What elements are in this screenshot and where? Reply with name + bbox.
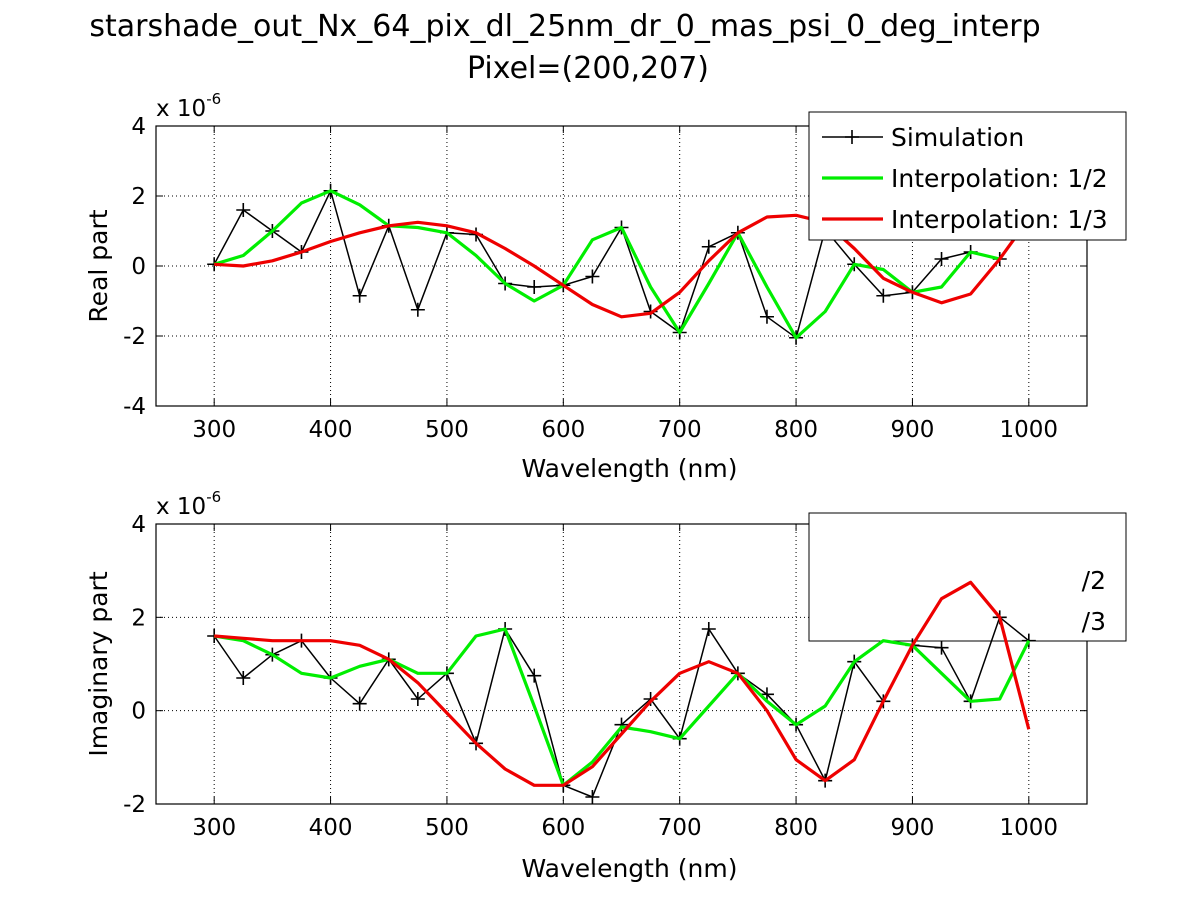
data-point-marker — [352, 696, 367, 711]
y-exponent-label: x 10-6 — [156, 90, 221, 122]
x-tick-label: 300 — [192, 417, 236, 443]
y-tick-label: 4 — [131, 114, 146, 140]
x-tick-label: 900 — [890, 815, 934, 841]
data-point-marker — [934, 640, 949, 655]
x-tick-label: 800 — [774, 815, 818, 841]
data-point-marker — [759, 687, 774, 702]
x-tick-label: 900 — [890, 417, 934, 443]
y-axis-label: Imaginary part — [84, 571, 113, 757]
legend-label-fragment: /3 — [1082, 607, 1106, 636]
data-point-marker — [934, 252, 949, 266]
y-tick-label: 4 — [131, 512, 146, 538]
legend-label-3: Interpolation: 1/3 — [891, 205, 1108, 234]
y-tick-label: -2 — [123, 792, 146, 818]
y-tick-label: 2 — [131, 184, 146, 210]
series-line-2 — [213, 627, 1031, 787]
legend-marker — [845, 130, 859, 144]
data-point-marker — [236, 671, 251, 685]
figure-title-line1: starshade_out_Nx_64_pix_dl_25nm_dr_0_mas… — [89, 9, 1040, 44]
x-axis-label: Wavelength (nm) — [522, 454, 738, 483]
x-tick-label: 1000 — [1000, 815, 1059, 841]
y-exponent-label: x 10-6 — [156, 488, 221, 520]
data-point-marker — [585, 269, 600, 284]
series-line-3 — [214, 580, 1031, 787]
x-tick-label: 500 — [425, 815, 469, 841]
data-point-marker — [701, 622, 716, 636]
x-tick-label: 400 — [309, 815, 353, 841]
data-point-marker — [585, 790, 600, 804]
legend: Simulation Interpolation: 1/2 Interpolatio… — [808, 111, 1127, 241]
x-tick-label: 600 — [541, 417, 585, 443]
legend-label-1: Simulation — [891, 123, 1024, 152]
data-point-marker — [352, 288, 367, 303]
data-point-marker — [527, 280, 542, 294]
data-point-marker — [410, 692, 425, 706]
data-point-marker — [759, 309, 774, 324]
y-tick-label: 0 — [131, 699, 146, 725]
y-tick-label: 2 — [131, 605, 146, 631]
legend-label-2: Interpolation: 1/2 — [891, 164, 1108, 193]
x-tick-label: 300 — [192, 815, 236, 841]
x-tick-label: 600 — [541, 815, 585, 841]
x-tick-label: 800 — [774, 417, 818, 443]
legend-label-fragment: /2 — [1082, 566, 1106, 595]
y-axis-label: Real part — [84, 209, 113, 322]
x-tick-label: 1000 — [1000, 417, 1059, 443]
legend-box — [808, 512, 1127, 642]
data-point-marker — [410, 302, 425, 317]
series-line-1 — [213, 190, 1000, 339]
x-tick-label: 700 — [658, 815, 702, 841]
x-tick-label: 400 — [309, 417, 353, 443]
data-point-marker — [876, 288, 891, 303]
y-tick-label: -2 — [123, 324, 146, 350]
series-line-3 — [214, 213, 1031, 319]
x-tick-label: 700 — [658, 417, 702, 443]
y-tick-label: -4 — [123, 394, 146, 420]
data-point-marker — [1021, 633, 1036, 648]
chart-panel-1: 300 400 500 600 700 800 900 1000 -4 -2 0 2 4 x 10-6 Wa… — [84, 90, 1127, 483]
chart-panel-2: 300 400 500 600 700 800 900 1000 -2 0 2 4 x 10-6 Wave… — [84, 488, 1127, 883]
data-point-marker — [701, 239, 716, 254]
y-tick-label: 0 — [131, 254, 146, 280]
figure-title-line2: Pixel=(200,207) — [467, 51, 709, 86]
data-point-marker — [527, 668, 542, 683]
series-line-2 — [213, 189, 1001, 340]
x-axis-label: Wavelength (nm) — [522, 854, 738, 883]
data-point-marker — [236, 203, 251, 217]
x-tick-label: 500 — [425, 417, 469, 443]
legend: /2/3 — [808, 512, 1127, 642]
